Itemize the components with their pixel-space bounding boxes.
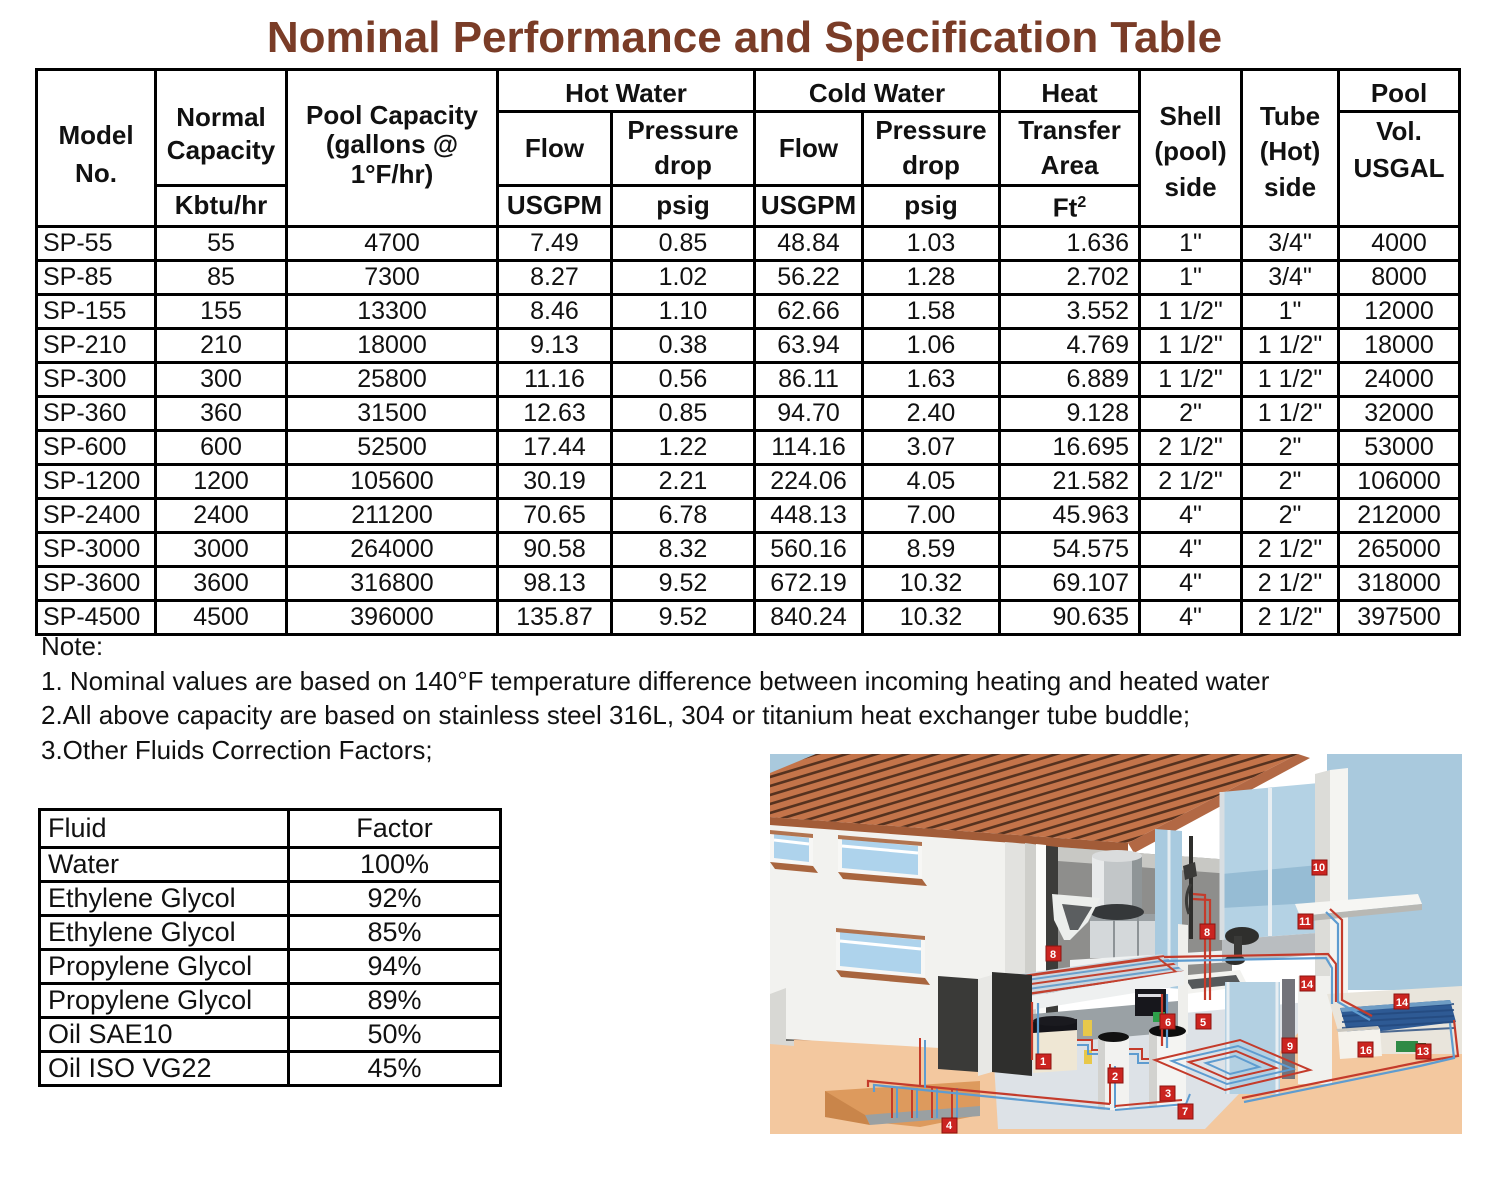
svg-text:5: 5: [1200, 1017, 1206, 1029]
svg-text:2: 2: [1112, 1071, 1118, 1083]
svg-text:6: 6: [1165, 1017, 1171, 1029]
svg-text:13: 13: [1417, 1046, 1429, 1058]
svg-text:14: 14: [1301, 979, 1314, 991]
svg-text:9: 9: [1287, 1041, 1293, 1053]
svg-text:11: 11: [1299, 916, 1311, 928]
svg-text:4: 4: [946, 1120, 953, 1132]
svg-text:14: 14: [1396, 997, 1409, 1009]
svg-text:10: 10: [1313, 862, 1325, 874]
svg-text:1: 1: [1040, 1056, 1046, 1068]
svg-text:16: 16: [1360, 1045, 1372, 1057]
svg-text:3: 3: [1165, 1088, 1171, 1100]
svg-text:8: 8: [1050, 949, 1056, 961]
svg-text:7: 7: [1182, 1106, 1188, 1118]
svg-text:8: 8: [1204, 927, 1210, 939]
